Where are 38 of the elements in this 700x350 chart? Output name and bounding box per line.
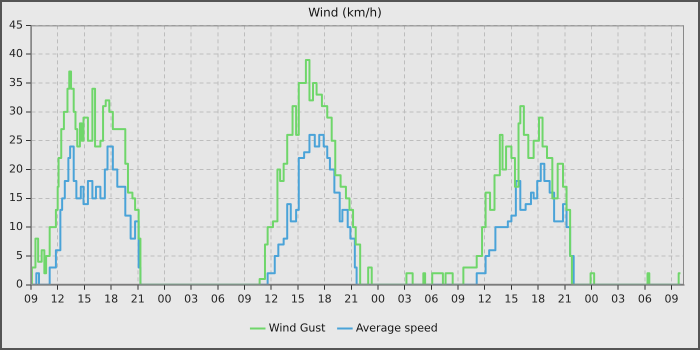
y-tick-label: 20 [8, 162, 23, 176]
x-tick-label: 21 [344, 292, 358, 306]
x-tick-label: 18 [104, 292, 118, 306]
x-tick-label: 00 [584, 292, 598, 306]
x-tick-label: 03 [611, 292, 626, 306]
chart-title: Wind (km/h) [308, 5, 382, 20]
x-tick-label: 09 [664, 292, 679, 306]
x-tick-label: 09 [451, 292, 466, 306]
x-tick-label: 03 [398, 292, 412, 306]
x-tick-label: 21 [558, 292, 572, 306]
y-tick-label: 15 [8, 191, 23, 204]
x-tick-label: 06 [638, 292, 652, 306]
x-tick-label: 12 [478, 292, 492, 306]
legend-label: Wind Gust [268, 321, 326, 334]
x-tick-label: 15 [77, 292, 92, 306]
x-tick-label: 00 [370, 292, 385, 306]
y-tick-label: 30 [8, 104, 23, 118]
x-tick-label: 00 [157, 292, 172, 306]
x-tick-label: 09 [24, 292, 38, 306]
x-tick-label: 18 [318, 292, 332, 306]
x-tick-label: 03 [184, 292, 198, 306]
x-tick-label: 15 [290, 292, 305, 306]
y-tick-label: 45 [8, 18, 23, 32]
y-tick-label: 10 [8, 220, 23, 234]
x-tick-label: 12 [264, 292, 278, 306]
y-tick-label: 25 [8, 134, 23, 147]
legend-label: Average speed [356, 321, 438, 334]
y-tick-label: 35 [8, 76, 23, 89]
x-tick-label: 06 [424, 292, 438, 306]
x-tick-label: 18 [531, 292, 546, 306]
x-tick-label: 12 [50, 292, 65, 306]
y-tick-label: 40 [8, 47, 23, 60]
y-tick-label: 5 [16, 248, 23, 262]
x-tick-label: 21 [130, 292, 145, 306]
x-tick-label: 09 [238, 292, 252, 306]
y-tick-label: 0 [16, 278, 23, 291]
x-tick-label: 06 [210, 292, 225, 306]
x-tick-label: 15 [504, 292, 518, 306]
